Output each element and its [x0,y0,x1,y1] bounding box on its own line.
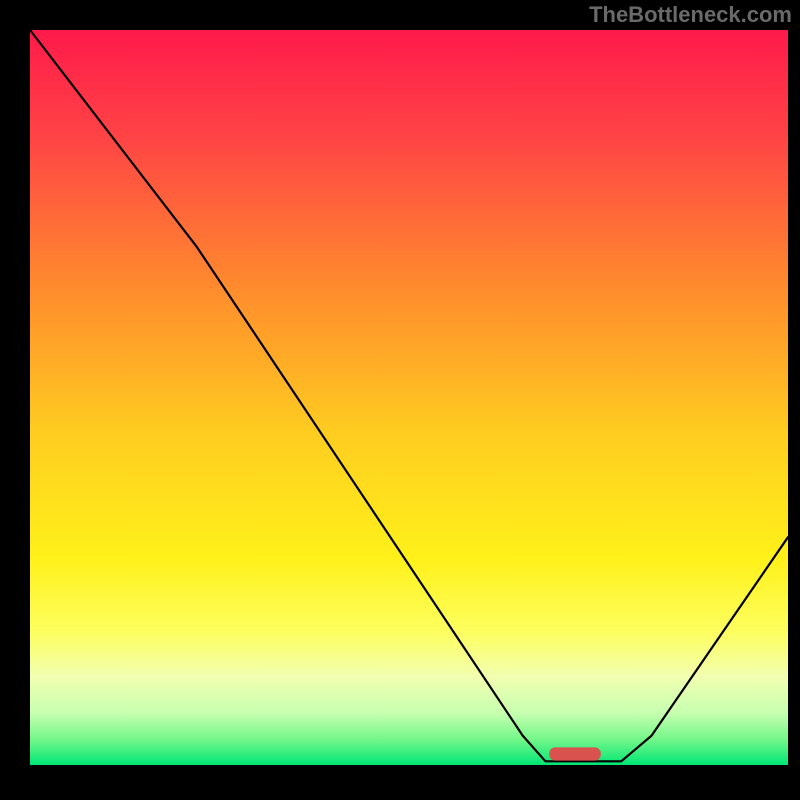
plot-area [30,30,788,765]
chart-svg [30,30,788,765]
min-marker [549,747,601,760]
watermark-text: TheBottleneck.com [589,2,792,28]
gradient-background [30,30,788,765]
